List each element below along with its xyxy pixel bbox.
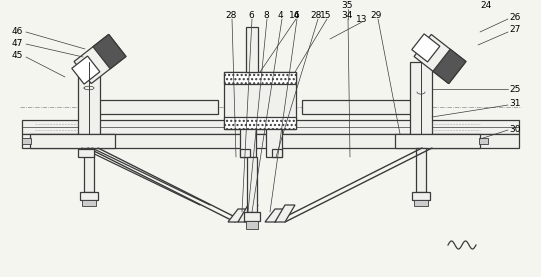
Bar — [80, 192, 98, 200]
Polygon shape — [412, 34, 440, 62]
Text: 47: 47 — [12, 39, 23, 47]
Bar — [244, 212, 260, 221]
Bar — [410, 62, 432, 134]
Bar — [82, 200, 96, 206]
Text: 15: 15 — [320, 12, 332, 20]
Text: 46: 46 — [12, 27, 23, 35]
Bar — [90, 100, 218, 114]
Bar — [246, 221, 258, 229]
Bar — [224, 117, 296, 129]
Bar — [247, 157, 257, 212]
Text: 25: 25 — [509, 84, 520, 94]
Bar — [78, 62, 100, 134]
Text: 28: 28 — [225, 12, 236, 20]
Bar — [266, 129, 282, 157]
Bar — [78, 149, 94, 157]
Bar — [22, 138, 31, 144]
Text: 28: 28 — [310, 12, 321, 20]
Text: 6: 6 — [293, 12, 299, 20]
Bar — [30, 134, 115, 148]
Polygon shape — [93, 34, 126, 69]
Bar — [414, 200, 428, 206]
Text: 45: 45 — [12, 52, 23, 60]
Bar — [84, 148, 94, 192]
Bar — [246, 27, 258, 72]
Text: 8: 8 — [263, 12, 269, 20]
Text: 13: 13 — [356, 14, 367, 24]
Bar — [224, 72, 296, 129]
Text: 34: 34 — [341, 12, 352, 20]
Circle shape — [419, 88, 424, 94]
Text: 14: 14 — [289, 12, 300, 20]
Bar — [22, 120, 519, 134]
Polygon shape — [228, 209, 248, 222]
Text: 30: 30 — [509, 124, 520, 134]
Polygon shape — [433, 49, 466, 84]
Bar — [272, 149, 282, 157]
Polygon shape — [265, 209, 285, 222]
Bar — [302, 100, 417, 114]
Text: 29: 29 — [370, 12, 381, 20]
Bar — [412, 192, 430, 200]
Bar — [22, 134, 519, 148]
Text: 26: 26 — [509, 12, 520, 22]
Polygon shape — [74, 34, 126, 84]
Text: 35: 35 — [341, 1, 353, 11]
Circle shape — [416, 86, 426, 96]
Text: 27: 27 — [509, 25, 520, 35]
Text: 4: 4 — [278, 12, 283, 20]
Bar — [240, 149, 250, 157]
Bar — [395, 134, 480, 148]
Text: 6: 6 — [248, 12, 254, 20]
Polygon shape — [275, 205, 295, 222]
Bar — [224, 72, 296, 84]
Bar — [240, 129, 256, 157]
Polygon shape — [72, 56, 100, 84]
Text: 31: 31 — [509, 99, 520, 109]
Bar — [416, 148, 426, 192]
Polygon shape — [414, 34, 466, 84]
Polygon shape — [238, 205, 258, 222]
Text: 24: 24 — [480, 1, 491, 11]
Bar — [479, 138, 488, 144]
